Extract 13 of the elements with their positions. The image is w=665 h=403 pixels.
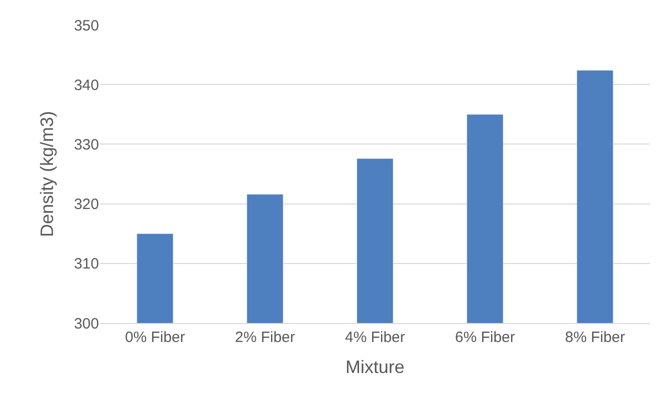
y-tick-label: 310 bbox=[74, 256, 99, 273]
y-tick-label: 330 bbox=[74, 136, 99, 154]
y-tick-label: 300 bbox=[74, 315, 99, 332]
x-tick-label: 4% Fiber bbox=[344, 329, 406, 346]
x-tick-label: 2% Fiber bbox=[234, 329, 296, 346]
x-tick-label: 0% Fiber bbox=[124, 329, 186, 346]
x-tick-label: 6% Fiber bbox=[454, 329, 516, 346]
y-tick-label: 320 bbox=[74, 196, 99, 214]
y-tick-label: 350 bbox=[74, 17, 99, 34]
x-axis-title: Mixture bbox=[345, 357, 405, 378]
y-tick-label: 340 bbox=[74, 76, 99, 94]
y-axis-title: Density (kg/m3) bbox=[37, 110, 58, 238]
x-tick-label: 8% Fiber bbox=[564, 329, 626, 346]
